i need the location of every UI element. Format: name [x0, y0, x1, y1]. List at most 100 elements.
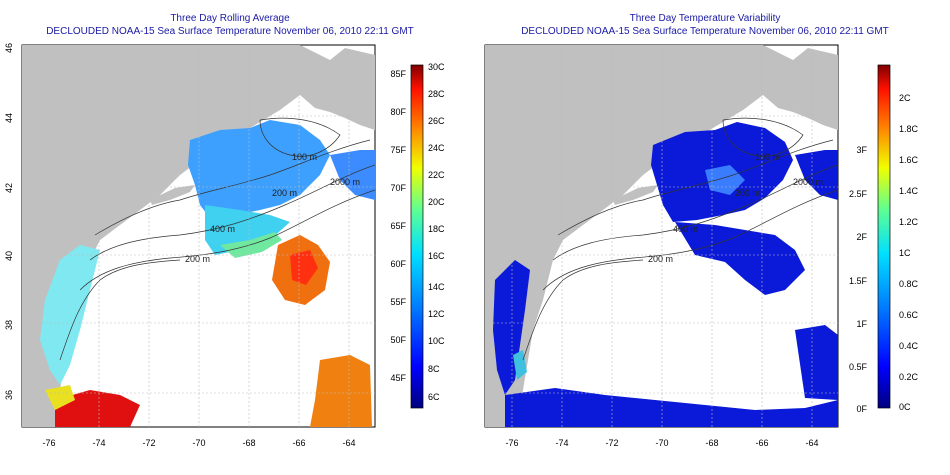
var-patch-east: [795, 150, 838, 200]
colorbar-label-c: 2C: [899, 93, 911, 103]
colorbar-label-c: 22C: [428, 170, 445, 180]
x-tick-label: -70: [192, 438, 205, 448]
contour-label: 2000 m: [330, 177, 360, 187]
colorbar-label-f: 80F: [390, 107, 406, 117]
contour-line: [94, 139, 371, 236]
colorbar-label-c: 10C: [428, 336, 445, 346]
sst-patch-warm-core: [290, 250, 318, 285]
colorbar-label-c: 0.6C: [899, 310, 919, 320]
contour-label: 200 m: [648, 254, 673, 264]
y-tick-label: 38: [4, 320, 14, 330]
var-patch-coastal: [493, 260, 530, 395]
x-tick-label: -70: [655, 438, 668, 448]
contour-label: 2000 m: [793, 177, 823, 187]
var-patch-shelf: [675, 222, 805, 295]
x-tick-label: -68: [705, 438, 718, 448]
x-tick-label: -76: [505, 438, 518, 448]
colorbar-label-f: 70F: [390, 183, 406, 193]
colorbar-label-f: 65F: [390, 221, 406, 231]
contour-line: [552, 164, 838, 261]
contour-line: [89, 164, 375, 261]
colorbar-label-f: 1F: [856, 319, 867, 329]
colorbar-label-f: 2F: [856, 232, 867, 242]
left-panel-title-block: Three Day Rolling Average DECLOUDED NOAA…: [0, 12, 460, 38]
colorbar-label-c: 26C: [428, 116, 445, 126]
sst-patch-east: [330, 150, 375, 200]
x-tick-label: -66: [755, 438, 768, 448]
colorbar-label-c: 16C: [428, 251, 445, 261]
colorbar-label-c: 1C: [899, 248, 911, 258]
colorbar: [410, 64, 424, 409]
contour-label: 200 m: [185, 254, 210, 264]
colorbar-label-c: 1.4C: [899, 186, 919, 196]
colorbar-label-c: 20C: [428, 197, 445, 207]
y-tick-label: 40: [4, 251, 14, 261]
contour-line: [722, 117, 804, 157]
y-tick-label: 36: [4, 390, 14, 400]
left-map-panel: 100 m 2000 m 200 m 400 m 200 m -76 -74 -…: [4, 43, 445, 448]
var-patch-southeast: [795, 325, 838, 400]
sst-patch-south-yellow: [45, 385, 75, 410]
colorbar-label-f: 50F: [390, 335, 406, 345]
colorbar-label-c: 0C: [899, 402, 911, 412]
contour-line: [79, 189, 375, 291]
contour-label: 100 m: [292, 152, 317, 162]
land-nova-scotia: [763, 70, 838, 130]
colorbar-label-f: 85F: [390, 69, 406, 79]
x-tick-label: -74: [555, 438, 568, 448]
colorbar-label-c: 8C: [428, 364, 440, 374]
colorbar-label-c: 6C: [428, 392, 440, 402]
x-tick-label: -76: [42, 438, 55, 448]
y-tick-label: 44: [4, 113, 14, 123]
contour-line: [542, 189, 838, 291]
contour-line: [557, 139, 834, 236]
sst-patch-coastal: [40, 245, 100, 385]
colorbar: [877, 64, 891, 409]
colorbar-label-c: 1.2C: [899, 217, 919, 227]
colorbar-label-f: 60F: [390, 259, 406, 269]
land-coast: [485, 45, 838, 427]
y-tick-label: 42: [4, 183, 14, 193]
contour-line: [259, 117, 341, 157]
colorbar-label-f: 55F: [390, 297, 406, 307]
contour-label: 200 m: [272, 188, 297, 198]
colorbar-label-c: 0.8C: [899, 279, 919, 289]
colorbar-label-c: 18C: [428, 224, 445, 234]
left-panel-subtitle: DECLOUDED NOAA-15 Sea Surface Temperatur…: [46, 26, 414, 37]
colorbar-label-f: 1.5F: [849, 276, 868, 286]
contour-label: 100 m: [755, 152, 780, 162]
colorbar-label-f: 0F: [856, 404, 867, 414]
sst-patch-gulf-of-maine: [188, 120, 330, 218]
colorbar-label-c: 0.4C: [899, 341, 919, 351]
colorbar-label-c: 1.8C: [899, 124, 919, 134]
y-tick-label: 46: [4, 43, 14, 53]
colorbar-label-c: 28C: [428, 89, 445, 99]
sst-patch-south-hot: [55, 390, 140, 427]
land-coast: [22, 45, 375, 427]
land-long-island: [613, 185, 658, 205]
right-map-panel: 100 m 2000 m 200 m 400 m 200 m -76 -74 -…: [484, 44, 919, 448]
colorbar-label-c: 30C: [428, 62, 445, 72]
x-tick-label: -64: [805, 438, 818, 448]
colorbar-label-c: 0.2C: [899, 372, 919, 382]
contour-label: 400 m: [673, 224, 698, 234]
left-panel-title: Three Day Rolling Average: [170, 13, 290, 24]
colorbar-label-f: 75F: [390, 145, 406, 155]
right-panel-title-block: Three Day Temperature Variability DECLOU…: [475, 12, 935, 38]
contour-label: 400 m: [210, 224, 235, 234]
land-nova-scotia: [300, 70, 375, 130]
colorbar-label-f: 0.5F: [849, 362, 868, 372]
x-tick-label: -64: [342, 438, 355, 448]
land-long-island: [150, 185, 195, 205]
colorbar-label-f: 3F: [856, 145, 867, 155]
contour-line: [522, 259, 644, 361]
sst-patch-shelf: [205, 205, 290, 255]
x-tick-label: -68: [242, 438, 255, 448]
var-patch-highlight: [705, 165, 745, 195]
var-patch-south: [505, 388, 838, 427]
colorbar-label-f: 45F: [390, 373, 406, 383]
x-tick-label: -72: [142, 438, 155, 448]
colorbar-label-c: 1.6C: [899, 155, 919, 165]
colorbar-label-c: 14C: [428, 282, 445, 292]
colorbar-label-f: 2.5F: [849, 189, 868, 199]
